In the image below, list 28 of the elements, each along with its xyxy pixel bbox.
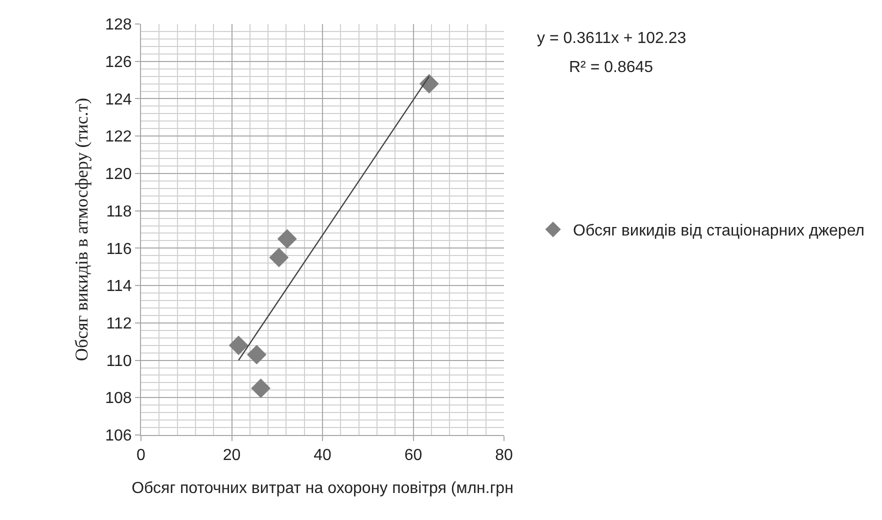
x-tick-label: 40 [314, 447, 332, 464]
point [419, 74, 439, 94]
y-tick-label: 128 [105, 16, 132, 34]
text: R² = 0.8645 [569, 59, 654, 76]
x-tick-label: 60 [404, 447, 422, 464]
legend-label: Обсяг викидів від стаціонарних джерел [573, 222, 865, 240]
x-tick-label: 20 [222, 447, 241, 464]
y-tick-label: 116 [106, 240, 132, 258]
y-tick-label: 110 [106, 352, 132, 370]
y-tick-label: 106 [105, 428, 132, 445]
point [269, 248, 289, 268]
y-tick-label: 112 [106, 316, 132, 333]
point [228, 336, 248, 356]
y-tick-label: 120 [105, 166, 132, 184]
point [246, 344, 266, 364]
x-tick-label: 80 [495, 447, 513, 464]
point [251, 378, 271, 398]
point [277, 229, 297, 249]
y-tick-label: 124 [105, 91, 132, 108]
y-tick-label: 118 [106, 203, 132, 220]
x-axis-title: Обсяг поточних витрат на охорону повітря (млн.грн [132, 480, 514, 497]
text: y = 0.3611x + 102.23 [537, 30, 686, 47]
y-axis-title: Обсяг викидів в атмосферу (тис.т) [71, 98, 92, 362]
y-tick-label: 114 [106, 278, 132, 296]
y-tick-label: 122 [105, 128, 132, 146]
y-tick-label: 126 [105, 54, 132, 71]
x-tick-label: 0 [136, 447, 146, 464]
y-tick-label: 108 [105, 390, 132, 408]
